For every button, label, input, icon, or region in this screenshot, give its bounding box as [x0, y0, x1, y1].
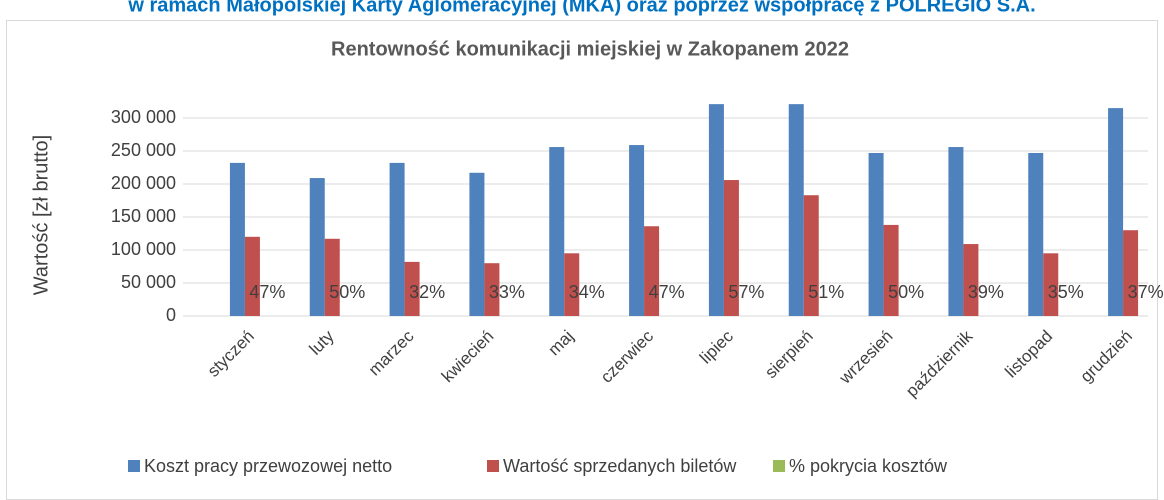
bar: [644, 226, 660, 316]
data-label: 34%: [569, 282, 605, 302]
data-label: 50%: [329, 282, 365, 302]
y-tick-label: 0: [166, 305, 176, 325]
bar: [229, 162, 245, 316]
bar: [1043, 253, 1059, 316]
legend-label: Wartość sprzedanych biletów: [503, 456, 737, 476]
y-tick-label: 250 000: [111, 140, 176, 160]
header: w ramach Małopolskiej Karty Aglomeracyjn…: [127, 0, 1035, 16]
data-label: 39%: [968, 282, 1004, 302]
y-tick-label: 100 000: [111, 239, 176, 259]
bar: [803, 195, 819, 316]
data-label: 33%: [489, 282, 525, 302]
bar: [404, 261, 420, 316]
y-tick-label: 200 000: [111, 173, 176, 193]
legend-label: % pokrycia kosztów: [789, 456, 948, 476]
data-label: 50%: [888, 282, 924, 302]
bar: [324, 238, 340, 316]
bar: [549, 147, 565, 316]
bar: [484, 263, 500, 316]
bar: [708, 104, 724, 316]
data-label: 57%: [728, 282, 764, 302]
chart-title: Rentowność komunikacji miejskiej w Zakop…: [331, 38, 849, 60]
chart-frame: [6, 20, 1158, 500]
bar: [564, 253, 580, 316]
bar: [469, 172, 485, 316]
bar: [723, 180, 739, 316]
bar: [389, 162, 405, 316]
y-axis-label: Wartość [zł brutto]: [30, 135, 52, 295]
data-label: 47%: [649, 282, 685, 302]
legend-swatch: [487, 460, 499, 472]
bar: [883, 224, 899, 316]
bar: [963, 244, 979, 316]
bar: [1028, 152, 1044, 316]
bar: [788, 104, 804, 316]
bar: [1123, 230, 1139, 316]
bar: [244, 236, 260, 316]
bar: [1108, 108, 1124, 316]
data-label: 35%: [1048, 282, 1084, 302]
bar: [309, 178, 325, 316]
y-tick-label: 150 000: [111, 206, 176, 226]
data-label: 47%: [249, 282, 285, 302]
bar: [629, 145, 645, 316]
legend-label: Koszt pracy przewozowej netto: [144, 456, 392, 476]
y-tick-label: 300 000: [111, 107, 176, 127]
data-label: 51%: [808, 282, 844, 302]
bar: [948, 147, 964, 316]
y-tick-label: 50 000: [121, 272, 176, 292]
data-label: 32%: [409, 282, 445, 302]
legend-swatch: [773, 460, 785, 472]
bar: [868, 152, 884, 316]
data-label: 37%: [1128, 282, 1164, 302]
legend-swatch: [128, 460, 140, 472]
